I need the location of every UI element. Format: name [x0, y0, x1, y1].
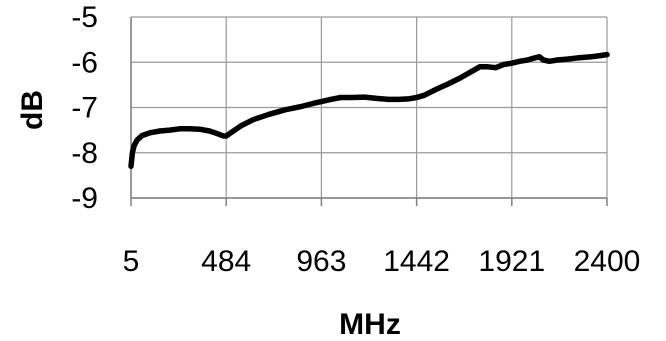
- x-tick-label: 484: [201, 245, 251, 278]
- axes: [130, 17, 608, 206]
- x-tick-label: 1921: [478, 245, 545, 278]
- y-tick-label: -9: [71, 182, 98, 215]
- y-tick-label: -5: [71, 1, 98, 34]
- series-line: [128, 51, 610, 170]
- y-tick-label: -6: [71, 46, 98, 79]
- x-axis-title: MHz: [339, 308, 401, 341]
- y-tick-label: -8: [71, 137, 98, 170]
- series-layer: [128, 51, 610, 170]
- y-axis-title: dB: [16, 90, 49, 130]
- y-tick-label: -7: [71, 92, 98, 125]
- x-tick-label: 1442: [383, 245, 450, 278]
- x-tick-label: 2400: [574, 245, 641, 278]
- y-tick-labels: -5 -6 -7 -8 -9: [71, 1, 98, 215]
- x-tick-label: 5: [123, 245, 140, 278]
- gridlines: [130, 16, 608, 199]
- x-tick-labels: 5 484 963 1442 1921 2400: [123, 245, 641, 278]
- x-tick-label: 963: [296, 245, 346, 278]
